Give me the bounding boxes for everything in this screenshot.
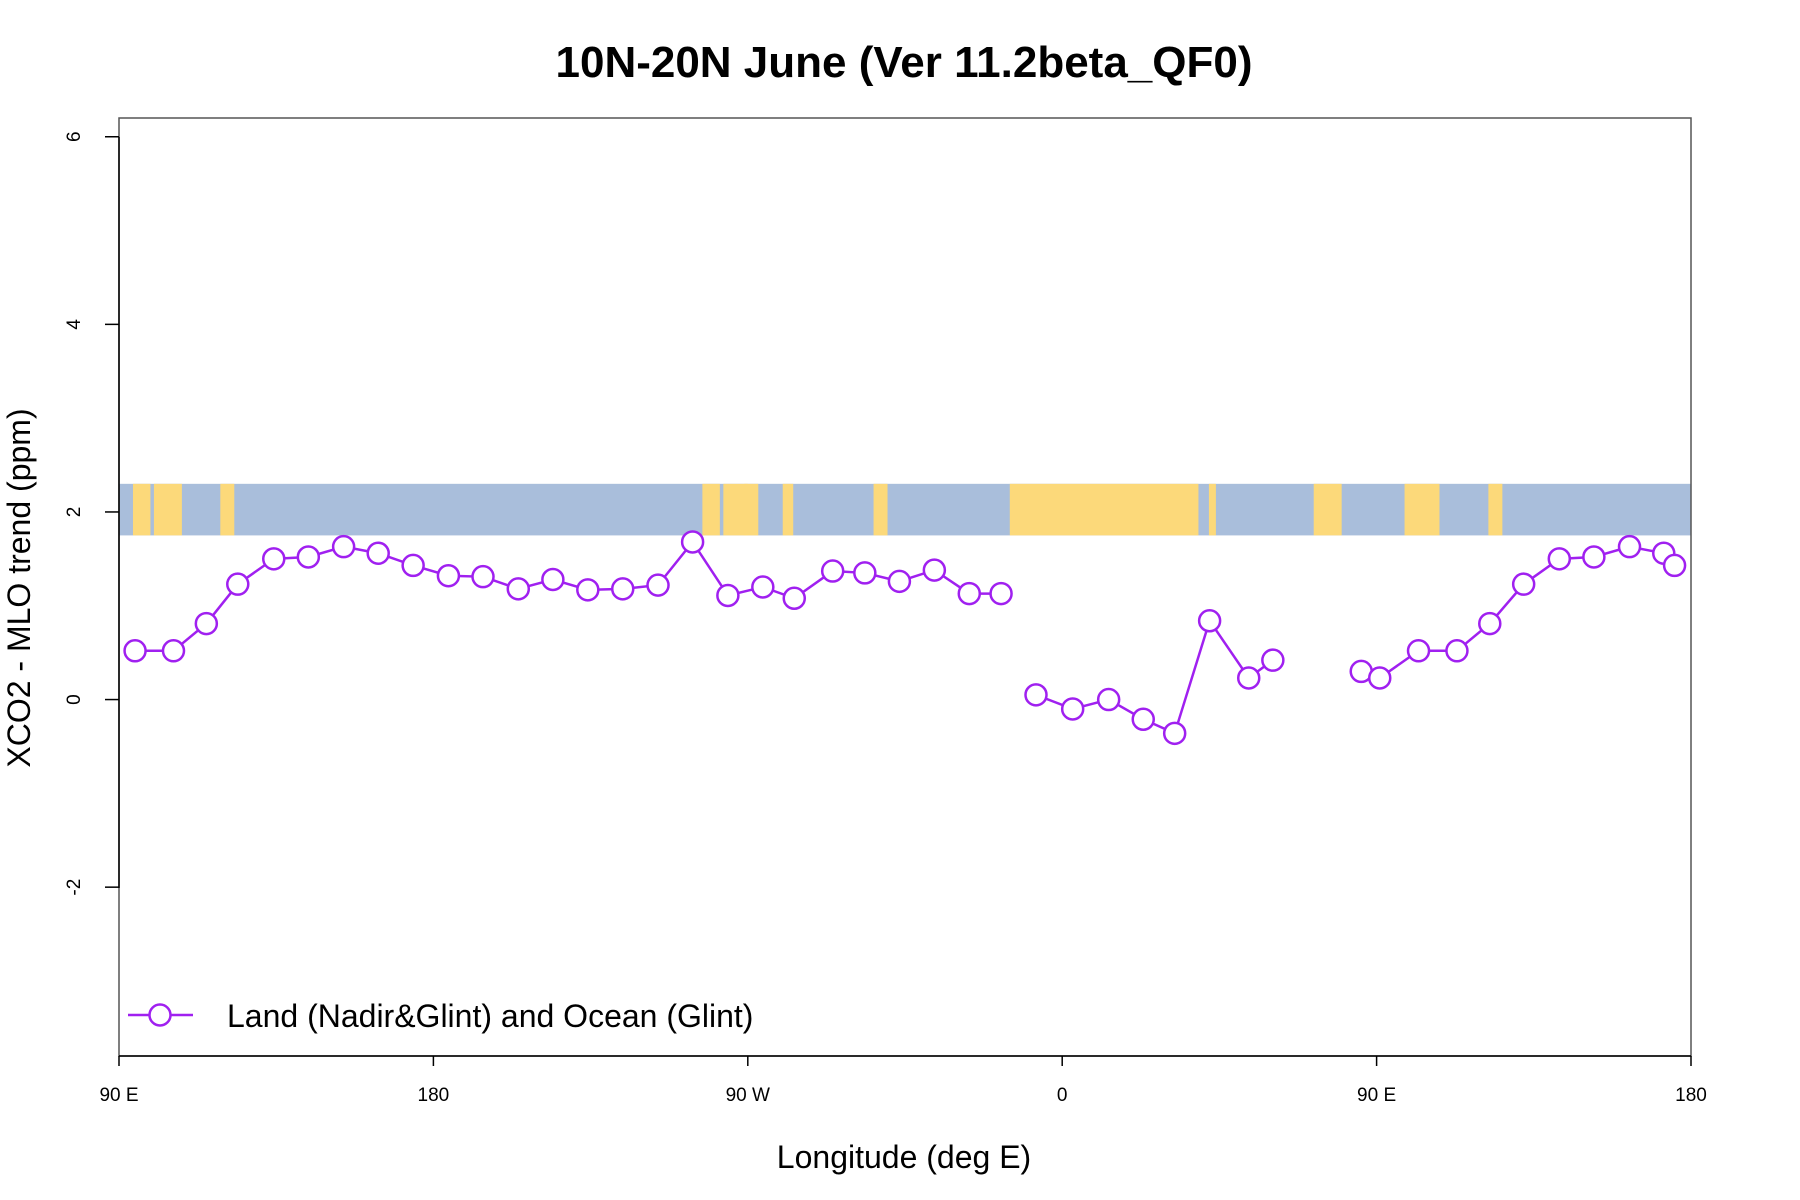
chart-title: 10N-20N June (Ver 11.2beta_QF0) <box>556 38 1253 87</box>
series-0-point-46 <box>1662 553 1687 578</box>
map-land-6 <box>782 483 794 536</box>
map-land-4 <box>723 483 748 536</box>
map-land-7 <box>873 483 888 536</box>
series-0-point-25 <box>989 581 1013 606</box>
series-0-point-41 <box>1511 572 1536 596</box>
map-land-12 <box>1488 483 1503 536</box>
y-axis: -2 0 2 4 6 <box>64 131 120 896</box>
series-0-point-0 <box>123 639 147 663</box>
y-tick-label-0: -2 <box>64 879 85 896</box>
series-0-point-10 <box>471 564 495 589</box>
map-land-5 <box>744 483 759 536</box>
series-0-point-22 <box>887 569 912 594</box>
series-0-point-32 <box>1197 609 1222 633</box>
series-0-point-14 <box>610 577 635 601</box>
series-0-point-33 <box>1236 666 1261 690</box>
series-0-point-9 <box>436 563 461 588</box>
series-0-point-27 <box>1024 683 1048 707</box>
series-0-point-37 <box>1367 666 1392 690</box>
series-0-point-17 <box>716 583 740 608</box>
x-axis: 90 E 180 90 W 0 90 E 180 <box>99 1055 1707 1106</box>
x-tick-label-1: 180 <box>418 1085 450 1106</box>
legend-label: Land (Nadir&Glint) and Ocean (Glint) <box>227 998 753 1034</box>
y-axis-title: XCO2 - MLO trend (ppm) <box>1 408 37 767</box>
series-0-point-16 <box>680 530 705 554</box>
y-tick-label-3: 4 <box>64 319 85 330</box>
series-0-point-44 <box>1617 534 1642 559</box>
series-0-point-8 <box>401 553 425 578</box>
series-0-point-23 <box>922 558 947 582</box>
series-0-point-19 <box>782 586 807 611</box>
series-0-point-13 <box>576 578 600 602</box>
map-land-8 <box>1009 483 1199 536</box>
series-0-point-11 <box>506 577 531 601</box>
series-0-point-15 <box>646 573 670 597</box>
series-0-point-29 <box>1096 687 1121 712</box>
legend-marker <box>148 1003 172 1027</box>
map-land-1 <box>153 483 182 536</box>
map-land-9 <box>1208 483 1216 536</box>
map-land-0 <box>132 483 151 536</box>
series-0-point-43 <box>1582 545 1606 569</box>
map-ocean <box>119 483 1691 536</box>
series-0-point-18 <box>751 575 775 599</box>
series-0-point-42 <box>1547 547 1572 571</box>
y-tick-label-2: 2 <box>64 507 85 518</box>
x-tick-label-2: 90 W <box>726 1085 770 1106</box>
x-axis-title: Longitude (deg E) <box>777 1139 1031 1175</box>
series-0-point-5 <box>296 545 321 569</box>
series-layer <box>123 530 1687 746</box>
series-0-point-28 <box>1060 697 1085 721</box>
x-tick-label-5: 180 <box>1675 1085 1707 1106</box>
series-0-point-40 <box>1478 611 1502 636</box>
x-tick-label-4: 90 E <box>1357 1085 1396 1106</box>
map-land-2 <box>220 483 235 536</box>
series-0-point-1 <box>161 639 186 663</box>
series-0-point-39 <box>1445 639 1469 663</box>
series-0-point-3 <box>226 572 250 596</box>
x-tick-label-0: 90 E <box>99 1085 138 1106</box>
map-land-11 <box>1404 483 1440 536</box>
y-tick-label-1: 0 <box>64 694 85 705</box>
y-tick-label-4: 6 <box>64 131 85 142</box>
series-0-point-31 <box>1162 721 1187 746</box>
legend: Land (Nadir&Glint) and Ocean (Glint) <box>128 998 753 1034</box>
series-0-point-24 <box>957 581 982 606</box>
series-0-point-2 <box>194 611 219 636</box>
map-land-3 <box>702 483 720 536</box>
series-0-line-2 <box>1360 545 1676 680</box>
series-0-point-12 <box>541 567 565 592</box>
x-tick-label-3: 0 <box>1057 1085 1068 1106</box>
series-0-point-4 <box>262 547 286 571</box>
world-map-strip <box>119 483 1691 536</box>
series-0-point-21 <box>853 561 877 585</box>
series-0-point-6 <box>331 534 356 559</box>
series-0-point-34 <box>1261 648 1285 672</box>
series-0-point-30 <box>1131 707 1155 732</box>
series-0-point-7 <box>366 541 390 565</box>
series-0-point-20 <box>820 559 845 583</box>
series-0-point-38 <box>1406 639 1431 663</box>
map-land-10 <box>1313 483 1342 536</box>
